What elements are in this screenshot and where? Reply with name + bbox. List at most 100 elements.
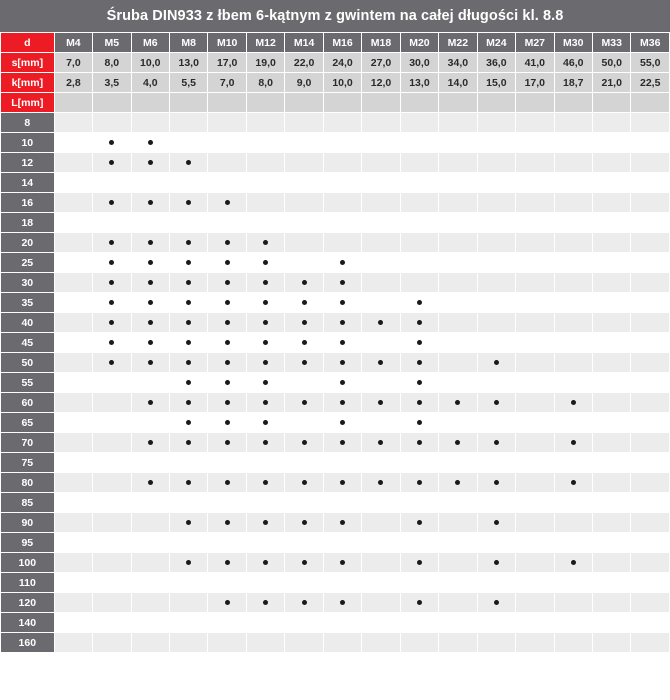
cell-m18-45[interactable] bbox=[362, 333, 400, 352]
cell-m14-25[interactable] bbox=[285, 253, 323, 272]
cell-m10-8[interactable] bbox=[208, 113, 246, 132]
cell-m10-25[interactable] bbox=[208, 253, 246, 272]
cell-m36-60[interactable] bbox=[631, 393, 669, 412]
cell-m8-110[interactable] bbox=[170, 573, 208, 592]
cell-m14-8[interactable] bbox=[285, 113, 323, 132]
cell-m24-50[interactable] bbox=[477, 353, 516, 372]
cell-m16-70[interactable] bbox=[323, 433, 362, 452]
cell-m24-30[interactable] bbox=[477, 273, 516, 292]
cell-m36-8[interactable] bbox=[631, 113, 669, 132]
cell-m16-100[interactable] bbox=[323, 553, 362, 572]
cell-m8-10[interactable] bbox=[170, 133, 208, 152]
cell-m16-110[interactable] bbox=[323, 573, 362, 592]
cell-m27-65[interactable] bbox=[516, 413, 554, 432]
cell-m27-160[interactable] bbox=[516, 633, 554, 652]
cell-m36-140[interactable] bbox=[631, 613, 669, 632]
cell-m10-55[interactable] bbox=[208, 373, 246, 392]
cell-m14-16[interactable] bbox=[285, 193, 323, 212]
cell-m4-95[interactable] bbox=[54, 533, 93, 552]
cell-m22-110[interactable] bbox=[439, 573, 477, 592]
cell-m14-75[interactable] bbox=[285, 453, 323, 472]
cell-m4-40[interactable] bbox=[54, 313, 93, 332]
cell-m10-12[interactable] bbox=[208, 153, 246, 172]
cell-m10-14[interactable] bbox=[208, 173, 246, 192]
cell-m20-90[interactable] bbox=[400, 513, 439, 532]
cell-m27-30[interactable] bbox=[516, 273, 554, 292]
cell-m10-18[interactable] bbox=[208, 213, 246, 232]
cell-m36-10[interactable] bbox=[631, 133, 669, 152]
cell-m10-140[interactable] bbox=[208, 613, 246, 632]
cell-m36-25[interactable] bbox=[631, 253, 669, 272]
cell-m5-50[interactable] bbox=[93, 353, 131, 372]
column-header-m4[interactable]: M4 bbox=[54, 33, 93, 52]
cell-m24-12[interactable] bbox=[477, 153, 516, 172]
cell-m12-110[interactable] bbox=[246, 573, 285, 592]
cell-m14-35[interactable] bbox=[285, 293, 323, 312]
cell-m6-85[interactable] bbox=[131, 493, 169, 512]
cell-m6-45[interactable] bbox=[131, 333, 169, 352]
column-header-m27[interactable]: M27 bbox=[516, 33, 554, 52]
cell-m22-8[interactable] bbox=[439, 113, 477, 132]
cell-m33-160[interactable] bbox=[592, 633, 631, 652]
cell-m20-40[interactable] bbox=[400, 313, 439, 332]
cell-m5-35[interactable] bbox=[93, 293, 131, 312]
cell-m36-20[interactable] bbox=[631, 233, 669, 252]
cell-m18-70[interactable] bbox=[362, 433, 400, 452]
cell-m14-12[interactable] bbox=[285, 153, 323, 172]
column-header-m8[interactable]: M8 bbox=[170, 33, 208, 52]
cell-m4-14[interactable] bbox=[54, 173, 93, 192]
cell-m16-85[interactable] bbox=[323, 493, 362, 512]
cell-m22-40[interactable] bbox=[439, 313, 477, 332]
cell-m18-55[interactable] bbox=[362, 373, 400, 392]
cell-m5-95[interactable] bbox=[93, 533, 131, 552]
cell-m22-55[interactable] bbox=[439, 373, 477, 392]
cell-m18-12[interactable] bbox=[362, 153, 400, 172]
cell-m27-14[interactable] bbox=[516, 173, 554, 192]
cell-m16-65[interactable] bbox=[323, 413, 362, 432]
cell-m8-70[interactable] bbox=[170, 433, 208, 452]
cell-m30-60[interactable] bbox=[554, 393, 592, 412]
cell-m6-25[interactable] bbox=[131, 253, 169, 272]
cell-m18-25[interactable] bbox=[362, 253, 400, 272]
cell-m10-40[interactable] bbox=[208, 313, 246, 332]
cell-m24-55[interactable] bbox=[477, 373, 516, 392]
cell-m18-18[interactable] bbox=[362, 213, 400, 232]
cell-m4-30[interactable] bbox=[54, 273, 93, 292]
cell-m27-35[interactable] bbox=[516, 293, 554, 312]
cell-m22-75[interactable] bbox=[439, 453, 477, 472]
cell-m20-60[interactable] bbox=[400, 393, 439, 412]
cell-m27-50[interactable] bbox=[516, 353, 554, 372]
cell-m30-12[interactable] bbox=[554, 153, 592, 172]
cell-m27-100[interactable] bbox=[516, 553, 554, 572]
cell-m27-55[interactable] bbox=[516, 373, 554, 392]
cell-m30-30[interactable] bbox=[554, 273, 592, 292]
cell-m6-70[interactable] bbox=[131, 433, 169, 452]
cell-m20-18[interactable] bbox=[400, 213, 439, 232]
cell-m14-60[interactable] bbox=[285, 393, 323, 412]
cell-m33-10[interactable] bbox=[592, 133, 631, 152]
cell-m4-16[interactable] bbox=[54, 193, 93, 212]
cell-m20-100[interactable] bbox=[400, 553, 439, 572]
cell-m4-90[interactable] bbox=[54, 513, 93, 532]
cell-m27-75[interactable] bbox=[516, 453, 554, 472]
cell-m8-85[interactable] bbox=[170, 493, 208, 512]
cell-m20-95[interactable] bbox=[400, 533, 439, 552]
cell-m6-90[interactable] bbox=[131, 513, 169, 532]
cell-m10-60[interactable] bbox=[208, 393, 246, 412]
cell-m24-20[interactable] bbox=[477, 233, 516, 252]
cell-m8-95[interactable] bbox=[170, 533, 208, 552]
cell-m14-85[interactable] bbox=[285, 493, 323, 512]
cell-m33-140[interactable] bbox=[592, 613, 631, 632]
cell-m16-160[interactable] bbox=[323, 633, 362, 652]
cell-m36-16[interactable] bbox=[631, 193, 669, 212]
cell-m27-60[interactable] bbox=[516, 393, 554, 412]
cell-m16-50[interactable] bbox=[323, 353, 362, 372]
cell-m6-18[interactable] bbox=[131, 213, 169, 232]
cell-m24-90[interactable] bbox=[477, 513, 516, 532]
cell-m12-40[interactable] bbox=[246, 313, 285, 332]
cell-m8-16[interactable] bbox=[170, 193, 208, 212]
cell-m20-80[interactable] bbox=[400, 473, 439, 492]
cell-m30-20[interactable] bbox=[554, 233, 592, 252]
cell-m12-25[interactable] bbox=[246, 253, 285, 272]
cell-m22-95[interactable] bbox=[439, 533, 477, 552]
